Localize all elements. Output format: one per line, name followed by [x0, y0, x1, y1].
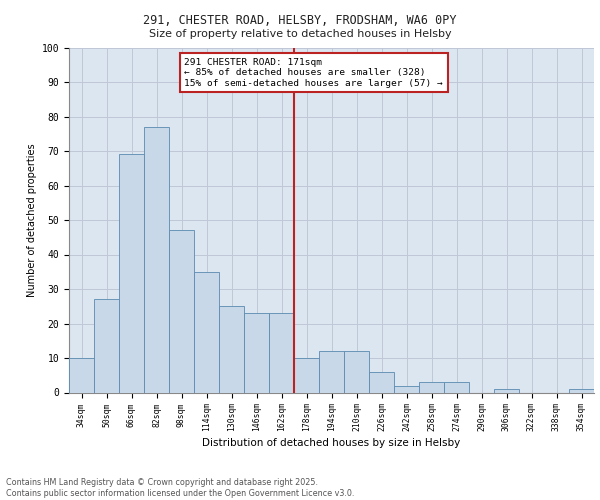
- Bar: [294, 358, 319, 392]
- Bar: [219, 306, 244, 392]
- Bar: [394, 386, 419, 392]
- Y-axis label: Number of detached properties: Number of detached properties: [28, 143, 37, 297]
- Bar: [94, 300, 119, 392]
- Bar: [419, 382, 444, 392]
- Text: 291 CHESTER ROAD: 171sqm
← 85% of detached houses are smaller (328)
15% of semi-: 291 CHESTER ROAD: 171sqm ← 85% of detach…: [185, 58, 443, 88]
- Text: 291, CHESTER ROAD, HELSBY, FRODSHAM, WA6 0PY: 291, CHESTER ROAD, HELSBY, FRODSHAM, WA6…: [143, 14, 457, 27]
- Bar: [319, 351, 344, 393]
- Bar: [494, 389, 519, 392]
- X-axis label: Distribution of detached houses by size in Helsby: Distribution of detached houses by size …: [202, 438, 461, 448]
- Bar: [569, 389, 594, 392]
- Bar: [169, 230, 194, 392]
- Bar: [269, 313, 294, 392]
- Bar: [119, 154, 144, 392]
- Text: Size of property relative to detached houses in Helsby: Size of property relative to detached ho…: [149, 29, 451, 39]
- Bar: [144, 127, 169, 392]
- Text: Contains HM Land Registry data © Crown copyright and database right 2025.
Contai: Contains HM Land Registry data © Crown c…: [6, 478, 355, 498]
- Bar: [194, 272, 219, 392]
- Bar: [244, 313, 269, 392]
- Bar: [69, 358, 94, 392]
- Bar: [369, 372, 394, 392]
- Bar: [344, 351, 369, 393]
- Bar: [444, 382, 469, 392]
